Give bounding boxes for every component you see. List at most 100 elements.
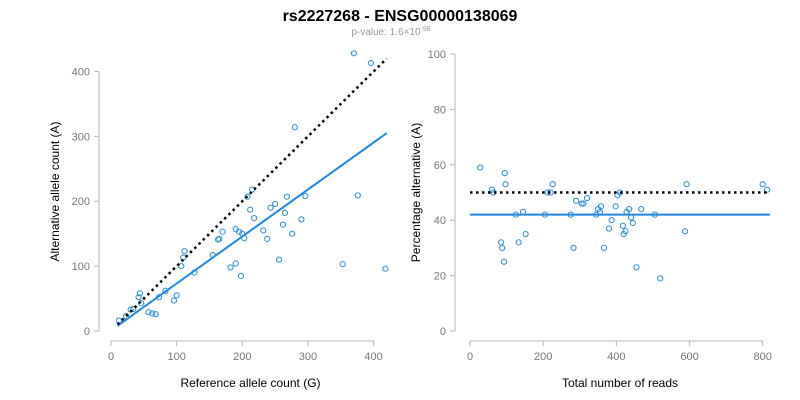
pct-data-point bbox=[626, 206, 633, 213]
pct-data-point bbox=[583, 194, 591, 202]
pct-data-point bbox=[638, 206, 645, 213]
allele-data-point bbox=[136, 290, 143, 297]
allele-data-point bbox=[237, 272, 245, 279]
allele-data-point bbox=[281, 209, 289, 217]
allele-data-point bbox=[178, 263, 185, 270]
pct-y-tick-label: 80 bbox=[434, 104, 446, 116]
pct-data-point bbox=[572, 197, 580, 204]
allele-data-point bbox=[122, 312, 130, 320]
allele-data-point bbox=[219, 228, 226, 235]
pct-data-point bbox=[501, 170, 508, 177]
pct-x-tick-label: 400 bbox=[607, 351, 625, 363]
pct-data-point bbox=[512, 211, 519, 218]
pct-x-axis-title: Total number of reads bbox=[562, 376, 678, 390]
allele-data-point bbox=[181, 248, 188, 255]
allele-data-point bbox=[149, 310, 156, 317]
pct-x-axis: 0 200 400 600 800 bbox=[467, 340, 772, 363]
pct-data-point bbox=[519, 208, 527, 215]
allele-y-tick-label: 0 bbox=[84, 326, 90, 338]
pct-data-point bbox=[683, 181, 690, 188]
allele-x-axis: 0 100 200 300 400 bbox=[108, 340, 383, 363]
allele-data-point bbox=[251, 215, 258, 222]
allele-data-point bbox=[162, 287, 169, 294]
allele-data-point bbox=[191, 269, 198, 276]
pct-y-tick-label: 20 bbox=[434, 271, 446, 283]
pct-data-point bbox=[657, 275, 664, 282]
pct-data-point bbox=[651, 211, 658, 218]
allele-data-point bbox=[267, 204, 274, 211]
pct-data-point bbox=[682, 228, 689, 235]
pct-data-point bbox=[477, 164, 484, 171]
chart-title: rs2227268 - ENSG00000138069 bbox=[283, 8, 518, 25]
pct-data-point bbox=[567, 211, 574, 218]
allele-data-point bbox=[279, 221, 287, 228]
pct-data-point bbox=[547, 189, 554, 196]
pct-data-point bbox=[763, 186, 771, 193]
allele-data-point bbox=[247, 206, 254, 213]
allele-data-point bbox=[339, 261, 346, 268]
pct-data-point bbox=[578, 200, 585, 207]
allele-data-point bbox=[260, 227, 267, 234]
pct-data-point bbox=[515, 239, 522, 246]
allele-y-axis-title: Alternative allele count (A) bbox=[48, 121, 62, 261]
allele-y-tick-label: 100 bbox=[72, 261, 90, 273]
pct-data-point bbox=[622, 228, 629, 235]
allele-data-point bbox=[291, 124, 298, 131]
pct-data-point bbox=[549, 181, 556, 188]
allele-y-tick-label: 400 bbox=[72, 66, 90, 78]
pct-y-tick-label: 40 bbox=[434, 215, 446, 227]
allele-data-point bbox=[130, 305, 137, 313]
allele-y-tick-label: 300 bbox=[72, 131, 90, 143]
allele-count-panel: 0 100 200 300 400 0 100 200 300 400 Reference alle… bbox=[48, 50, 389, 390]
allele-data-point bbox=[209, 251, 216, 259]
pct-data-point bbox=[627, 214, 635, 221]
allele-data-point bbox=[135, 294, 142, 301]
allele-data-point bbox=[227, 264, 234, 271]
allele-data-point bbox=[264, 235, 271, 242]
pct-data-point bbox=[759, 181, 766, 188]
allele-x-tick-label: 400 bbox=[364, 351, 382, 363]
allele-x-tick-label: 200 bbox=[233, 351, 251, 363]
pct-data-point bbox=[600, 244, 608, 251]
pct-data-point bbox=[629, 219, 636, 227]
allele-data-point bbox=[244, 193, 251, 200]
allele-data-point bbox=[367, 59, 375, 67]
allele-data-point bbox=[272, 200, 279, 207]
allele-data-point bbox=[298, 216, 305, 223]
pct-y-tick-label: 60 bbox=[434, 160, 446, 172]
allele-data-point bbox=[173, 292, 180, 299]
pvalue-prefix: p-value: 1.6 bbox=[351, 27, 404, 38]
pct-data-point bbox=[633, 264, 640, 271]
pct-y-tick-label: 100 bbox=[428, 49, 446, 61]
allele-data-point bbox=[155, 294, 163, 301]
allele-data-point bbox=[275, 256, 283, 263]
pct-y-axis-title: Percentage alternative (A) bbox=[409, 123, 423, 262]
allele-data-point bbox=[170, 297, 178, 304]
allele-data-point bbox=[350, 50, 357, 57]
allele-y-axis: 0 100 200 300 400 bbox=[72, 66, 100, 338]
pct-data-point bbox=[580, 200, 587, 207]
percentage-panel: 0 200 400 600 800 0 20 40 60 80 100 Total number of… bbox=[409, 49, 772, 390]
pct-data-point bbox=[522, 230, 529, 238]
pct-data-point bbox=[608, 217, 615, 224]
allele-data-point bbox=[289, 230, 296, 237]
pct-data-point bbox=[605, 225, 613, 232]
pct-data-point bbox=[499, 244, 506, 251]
pct-x-tick-label: 800 bbox=[754, 351, 772, 363]
pct-data-point bbox=[596, 208, 603, 215]
pvalue-times: × bbox=[404, 27, 410, 38]
pct-data-point bbox=[500, 258, 508, 265]
allele-data-point bbox=[235, 228, 243, 235]
pct-data-point bbox=[612, 203, 619, 210]
pct-data-point bbox=[541, 211, 549, 218]
allele-x-tick-label: 0 bbox=[108, 351, 114, 363]
pct-data-point bbox=[497, 239, 505, 246]
allele-data-point bbox=[232, 260, 239, 267]
allele-y-tick-label: 200 bbox=[72, 196, 90, 208]
allele-data-point bbox=[302, 192, 309, 200]
pct-data-point bbox=[502, 181, 509, 188]
allele-data-point bbox=[216, 235, 223, 242]
pct-data-point bbox=[619, 222, 627, 229]
allele-data-point bbox=[354, 192, 361, 199]
allele-data-point bbox=[241, 235, 248, 242]
